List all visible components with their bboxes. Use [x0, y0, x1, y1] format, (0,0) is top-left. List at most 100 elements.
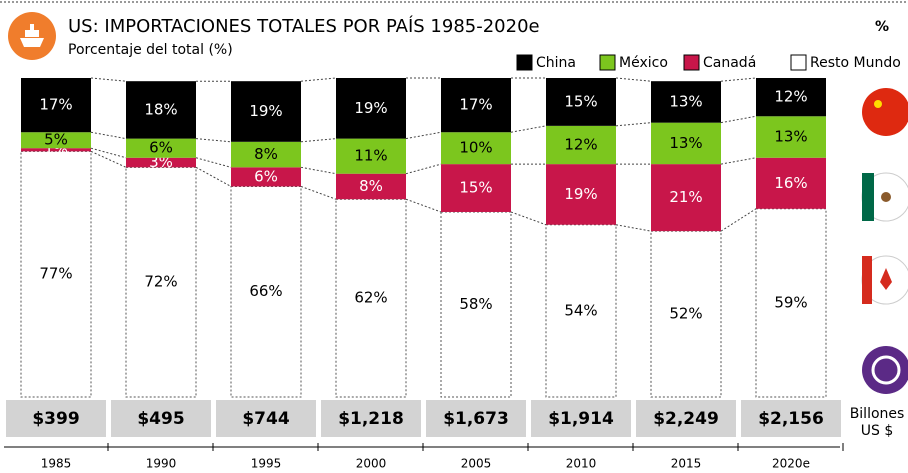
connector [510, 125, 547, 133]
value-label: 15% [459, 179, 492, 197]
value-label: 59% [774, 293, 807, 311]
bar-segment [231, 81, 301, 142]
bar-segment [756, 116, 826, 158]
connector [615, 77, 652, 82]
value-label: 6% [254, 167, 278, 185]
connector [720, 208, 757, 232]
value-label: 12% [774, 88, 807, 106]
bar-segment [651, 81, 721, 123]
value-label: 54% [564, 301, 597, 319]
x-tick-label: 1990 [146, 457, 177, 471]
chart-subtitle: Porcentaje del total (%) [68, 42, 233, 58]
connector [615, 224, 652, 232]
value-label: 19% [249, 102, 282, 120]
bar-segment [650, 230, 722, 398]
bar-segment [441, 78, 511, 133]
value-label: 72% [144, 273, 177, 291]
connector [300, 77, 337, 82]
connector [90, 131, 127, 140]
total-label: $399 [32, 409, 79, 429]
legend-label: Canadá [703, 55, 756, 71]
unit-label: % [875, 19, 889, 35]
value-label: 13% [669, 134, 702, 152]
connector [195, 157, 232, 168]
bar-segment [21, 148, 91, 152]
bar-segment [21, 132, 91, 149]
value-label: 10% [459, 139, 492, 157]
bar-segment [336, 173, 406, 200]
total-cell [426, 400, 526, 437]
bar-segment [546, 125, 616, 165]
total-label: $1,218 [338, 409, 404, 429]
connector [720, 77, 757, 82]
bar-segment [336, 138, 406, 174]
total-label: $1,673 [443, 409, 509, 429]
value-label: 8% [359, 177, 383, 195]
legend-label: Resto Mundo [810, 55, 901, 71]
x-tick-label: 2010 [566, 457, 597, 471]
chart-title: US: IMPORTACIONES TOTALES POR PAÍS 1985-… [68, 15, 540, 37]
value-label: 21% [669, 188, 702, 206]
x-tick-label: 2020e [772, 457, 810, 471]
value-label: 5% [44, 131, 68, 149]
total-cell [741, 400, 841, 437]
connector [615, 122, 652, 127]
legend-swatch [790, 54, 807, 71]
connector [405, 163, 442, 175]
bar-segment [546, 78, 616, 126]
logo [8, 12, 56, 60]
bar-segment [545, 224, 617, 398]
total-label: $2,249 [653, 409, 719, 429]
connector [90, 147, 127, 159]
bar-segment [441, 132, 511, 165]
bar-segment [126, 81, 196, 139]
connector [300, 138, 337, 143]
bar-segment [21, 78, 91, 133]
connector [405, 131, 442, 140]
value-label: 66% [249, 282, 282, 300]
bar-segment [441, 164, 511, 212]
bar-segment [440, 211, 512, 398]
x-tick-label: 2000 [356, 457, 387, 471]
connector [405, 198, 442, 213]
connector [195, 166, 232, 187]
totals-unit: Billones US $ [849, 406, 905, 439]
connector [510, 211, 547, 226]
total-label: $744 [242, 409, 289, 429]
bar-segment [125, 166, 197, 398]
connector [300, 166, 337, 175]
value-label: 11% [354, 147, 387, 165]
value-label: 52% [669, 305, 702, 323]
bar-segment [546, 164, 616, 225]
legend-swatch [516, 54, 533, 71]
connector [720, 157, 757, 165]
total-cell [111, 400, 211, 437]
value-label: 19% [564, 185, 597, 203]
value-label: 58% [459, 295, 492, 313]
legend-swatch [599, 54, 616, 71]
bar-segment [756, 78, 826, 117]
total-cell [531, 400, 631, 437]
total-label: $2,156 [758, 409, 824, 429]
legend-label: China [536, 55, 576, 71]
value-label: 17% [459, 96, 492, 114]
total-cell [6, 400, 106, 437]
value-label: 15% [564, 92, 597, 110]
flags [861, 88, 908, 394]
total-label: $1,914 [548, 409, 614, 429]
value-label: 62% [354, 289, 387, 307]
bar-segment [335, 198, 407, 398]
value-label: 6% [149, 139, 173, 157]
total-cell [216, 400, 316, 437]
connector [300, 185, 337, 200]
total-cell [636, 400, 736, 437]
value-label: 13% [774, 128, 807, 146]
bar-segment [230, 185, 302, 398]
bar-segment [755, 208, 827, 398]
value-label: 19% [354, 99, 387, 117]
bar-segment [231, 167, 301, 187]
bar-segment [126, 157, 196, 168]
value-label: 16% [774, 174, 807, 192]
